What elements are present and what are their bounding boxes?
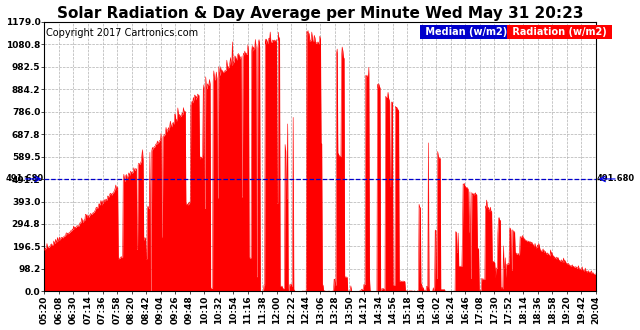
Text: Copyright 2017 Cartronics.com: Copyright 2017 Cartronics.com: [45, 28, 198, 39]
Text: 491.680: 491.680: [596, 175, 634, 183]
Title: Solar Radiation & Day Average per Minute Wed May 31 20:23: Solar Radiation & Day Average per Minute…: [57, 6, 584, 20]
Text: Median (w/m2): Median (w/m2): [422, 27, 511, 37]
Text: Radiation (w/m2): Radiation (w/m2): [509, 27, 611, 37]
Text: 491.680: 491.680: [6, 175, 44, 183]
